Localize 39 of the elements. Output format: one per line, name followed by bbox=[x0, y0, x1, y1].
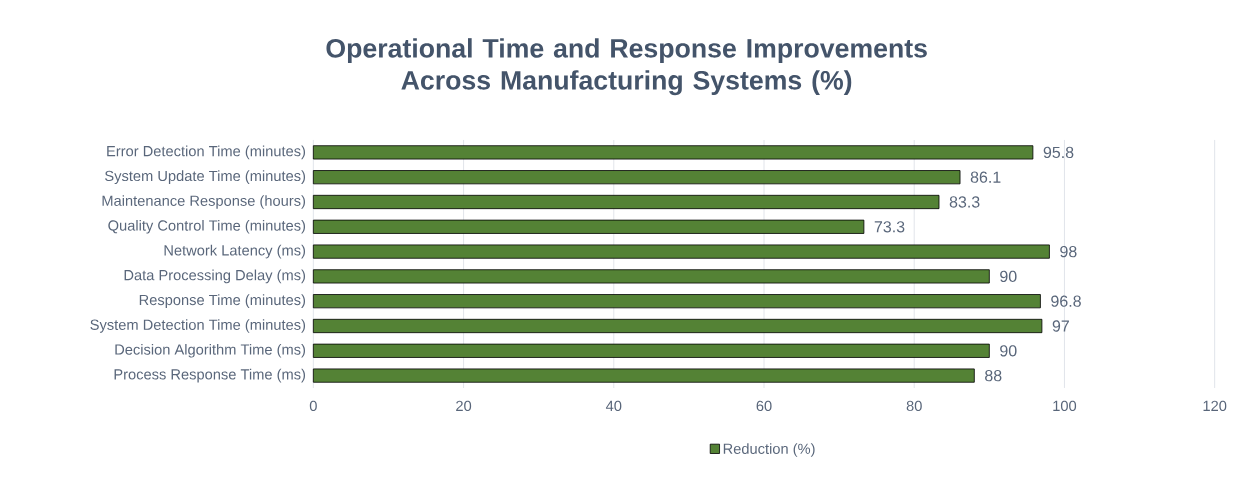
data-label: 86.1 bbox=[970, 171, 1001, 183]
y-tick-label: System Update Time (minutes) bbox=[105, 170, 306, 185]
bar bbox=[312, 343, 990, 358]
data-label: 96.8 bbox=[1051, 295, 1081, 307]
data-label: 97 bbox=[1052, 320, 1069, 332]
bar bbox=[312, 368, 975, 383]
bar bbox=[312, 170, 961, 185]
data-label: 90 bbox=[1000, 345, 1017, 357]
bar bbox=[312, 294, 1041, 309]
y-tick-label: Maintenance Response (hours) bbox=[102, 195, 306, 209]
x-tick-label: 40 bbox=[605, 400, 622, 412]
y-tick-label: Error Detection Time (minutes) bbox=[107, 145, 306, 160]
y-tick-label: Network Latency (ms) bbox=[164, 244, 306, 259]
data-label: 88 bbox=[985, 369, 1002, 382]
y-tick-label: Data Processing Delay (ms) bbox=[124, 269, 306, 284]
bar bbox=[312, 318, 1043, 334]
bar bbox=[312, 244, 1050, 259]
bar bbox=[312, 145, 1034, 160]
legend-label: Reduction (%) bbox=[723, 443, 815, 457]
data-label: 98 bbox=[1060, 245, 1077, 258]
x-tick-label: 120 bbox=[1203, 400, 1227, 412]
x-tick-label: 20 bbox=[456, 400, 472, 412]
y-tick-label: Process Response Time (ms) bbox=[114, 368, 306, 383]
x-tick-label: 60 bbox=[756, 400, 772, 412]
bar bbox=[312, 219, 865, 234]
x-tick-label: 100 bbox=[1053, 400, 1077, 412]
y-tick-label: Response Time (minutes) bbox=[139, 294, 306, 309]
data-label: 95.8 bbox=[1043, 146, 1074, 159]
chart-title: Operational Time and Response Improvements Across Manufacturing Systems (%) bbox=[326, 38, 927, 96]
bar bbox=[312, 269, 990, 284]
y-tick-label: Quality Control Time (minutes) bbox=[108, 219, 306, 234]
y-tick-label: System Detection Time (minutes) bbox=[90, 319, 306, 333]
data-label: 83.3 bbox=[949, 196, 980, 208]
x-tick-label: 0 bbox=[309, 400, 317, 412]
x-tick-label: 80 bbox=[906, 400, 922, 412]
data-label: 90 bbox=[1000, 270, 1017, 283]
y-tick-label: Decision Algorithm Time (ms) bbox=[115, 343, 306, 358]
data-label: 73.3 bbox=[874, 221, 905, 233]
bar bbox=[312, 194, 940, 210]
